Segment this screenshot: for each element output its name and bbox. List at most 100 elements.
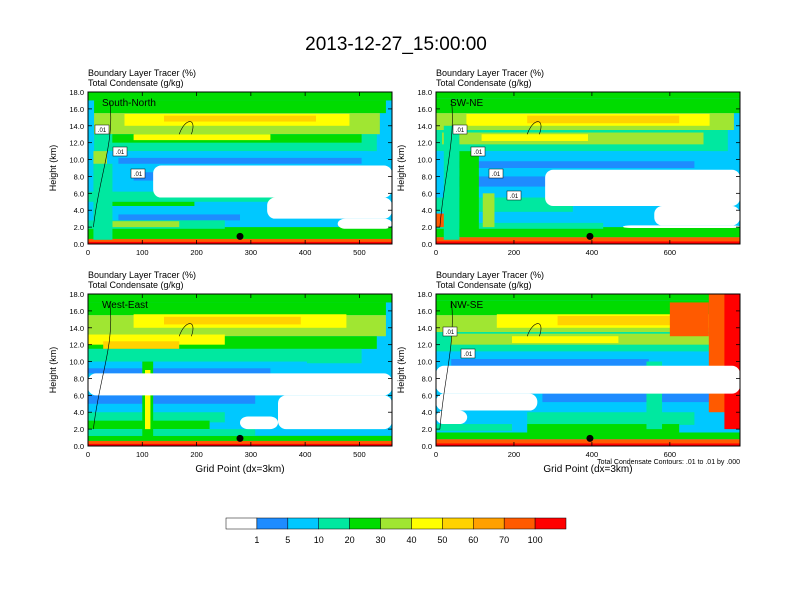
field-band <box>436 294 740 301</box>
panel-name: South-North <box>102 98 156 109</box>
colorbar-label: 60 <box>468 535 478 545</box>
y-tick-label: 6.0 <box>422 391 432 400</box>
y-tick-label: 2.0 <box>74 223 84 232</box>
field-column <box>482 193 495 228</box>
field-band <box>88 92 392 101</box>
field-band <box>436 424 512 431</box>
colorbar-label: 10 <box>314 535 324 545</box>
y-tick-label: 2.0 <box>74 425 84 434</box>
y-tick-label: 12.0 <box>417 341 432 350</box>
plot-frame <box>435 91 741 245</box>
contour-label-box <box>130 168 146 179</box>
field-band <box>88 206 234 215</box>
clear-air <box>278 395 392 430</box>
contour-label-box <box>442 326 458 337</box>
condensate-contour <box>439 100 453 228</box>
y-tick-label: 16.0 <box>417 307 432 316</box>
field-column <box>93 151 107 164</box>
contour-label: .01 <box>474 150 483 156</box>
field-band <box>133 134 271 141</box>
field-band <box>527 115 680 124</box>
y-axis-label: Height (km) <box>48 145 58 192</box>
x-tick-label: 600 <box>664 450 677 459</box>
location-marker <box>586 232 594 240</box>
field-band <box>88 238 392 244</box>
condensate-contour <box>178 323 194 337</box>
y-tick-label: 8.0 <box>422 374 432 383</box>
contour-label: .01 <box>116 150 125 156</box>
x-tick-label: 0 <box>86 450 90 459</box>
contour-label-box <box>94 124 110 135</box>
x-tick-label: 100 <box>136 450 149 459</box>
panel-label-line2: Total Condensate (g/kg) <box>436 78 532 88</box>
y-tick-label: 6.0 <box>74 189 84 198</box>
panel-label-line2: Total Condensate (g/kg) <box>436 280 532 290</box>
contour-note: Total Condensate Contours: .01 to .01 by… <box>597 459 740 466</box>
y-axis-label: Height (km) <box>48 347 58 394</box>
colorbar-label: 5 <box>285 535 290 545</box>
field-band <box>88 412 225 423</box>
location-marker <box>236 434 244 442</box>
colorbar-label: 20 <box>345 535 355 545</box>
contour-label-box <box>488 168 504 179</box>
colorbar-swatch <box>225 517 258 530</box>
field-band <box>164 316 301 325</box>
field-band <box>436 439 740 446</box>
y-tick-label: 10.0 <box>417 358 432 367</box>
clear-air <box>623 225 740 228</box>
condensate-contour <box>439 302 453 430</box>
y-tick-label: 10.0 <box>69 358 84 367</box>
field-band <box>103 151 368 160</box>
y-tick-label: 12.0 <box>69 139 84 148</box>
y-tick-label: 14.0 <box>69 324 84 333</box>
panel-name: NW-SE <box>450 300 483 311</box>
clear-air <box>436 410 468 425</box>
field-band <box>94 100 386 114</box>
field-band <box>88 302 386 316</box>
x-axis-label: Grid Point (dx=3km) <box>195 464 284 475</box>
colorbar-swatch <box>287 517 319 530</box>
y-tick-label: 12.0 <box>69 341 84 350</box>
panel-west-east: Boundary Layer Tracer (%)Total Condensat… <box>48 270 393 475</box>
y-tick-label: 0.0 <box>74 442 84 451</box>
colorbar-swatch <box>411 517 443 530</box>
panel-label-line1: Boundary Layer Tracer (%) <box>436 270 544 280</box>
panel-name: SW-NE <box>450 98 483 109</box>
clear-air <box>88 373 392 396</box>
colorbar-swatch <box>442 517 474 530</box>
x-tick-label: 500 <box>353 450 366 459</box>
colorbar-label: 30 <box>376 535 386 545</box>
x-tick-label: 600 <box>664 248 677 257</box>
y-tick-label: 0.0 <box>422 442 432 451</box>
contour-label: .01 <box>446 330 455 336</box>
x-tick-label: 400 <box>299 450 312 459</box>
colorbar-label: 1 <box>254 535 259 545</box>
field-band <box>88 443 392 446</box>
y-tick-label: 18.0 <box>69 290 84 299</box>
y-tick-label: 10.0 <box>69 156 84 165</box>
colorbar-swatch <box>503 517 536 530</box>
field-band <box>436 237 740 244</box>
field-band <box>88 334 225 345</box>
field-band <box>436 241 740 244</box>
y-tick-label: 12.0 <box>417 139 432 148</box>
panel-sw-ne: Boundary Layer Tracer (%)Total Condensat… <box>396 68 741 257</box>
y-axis-label: Height (km) <box>396 145 406 192</box>
colorbar-label: 40 <box>406 535 416 545</box>
x-tick-label: 200 <box>508 248 521 257</box>
field-column <box>145 370 151 430</box>
contour-label-box <box>460 348 476 359</box>
location-marker <box>586 434 594 442</box>
field-column <box>459 151 479 236</box>
figure-title: 2013-12-27_15:00:00 <box>305 34 487 55</box>
field-band <box>542 393 740 404</box>
field-band <box>88 403 265 414</box>
colorbar-swatch <box>256 517 289 530</box>
field-band <box>88 294 392 303</box>
field-band <box>103 341 180 349</box>
field-band <box>527 402 710 414</box>
field-band <box>88 395 256 406</box>
field-band <box>436 98 740 114</box>
field-band <box>118 214 240 221</box>
y-tick-label: 16.0 <box>69 307 84 316</box>
